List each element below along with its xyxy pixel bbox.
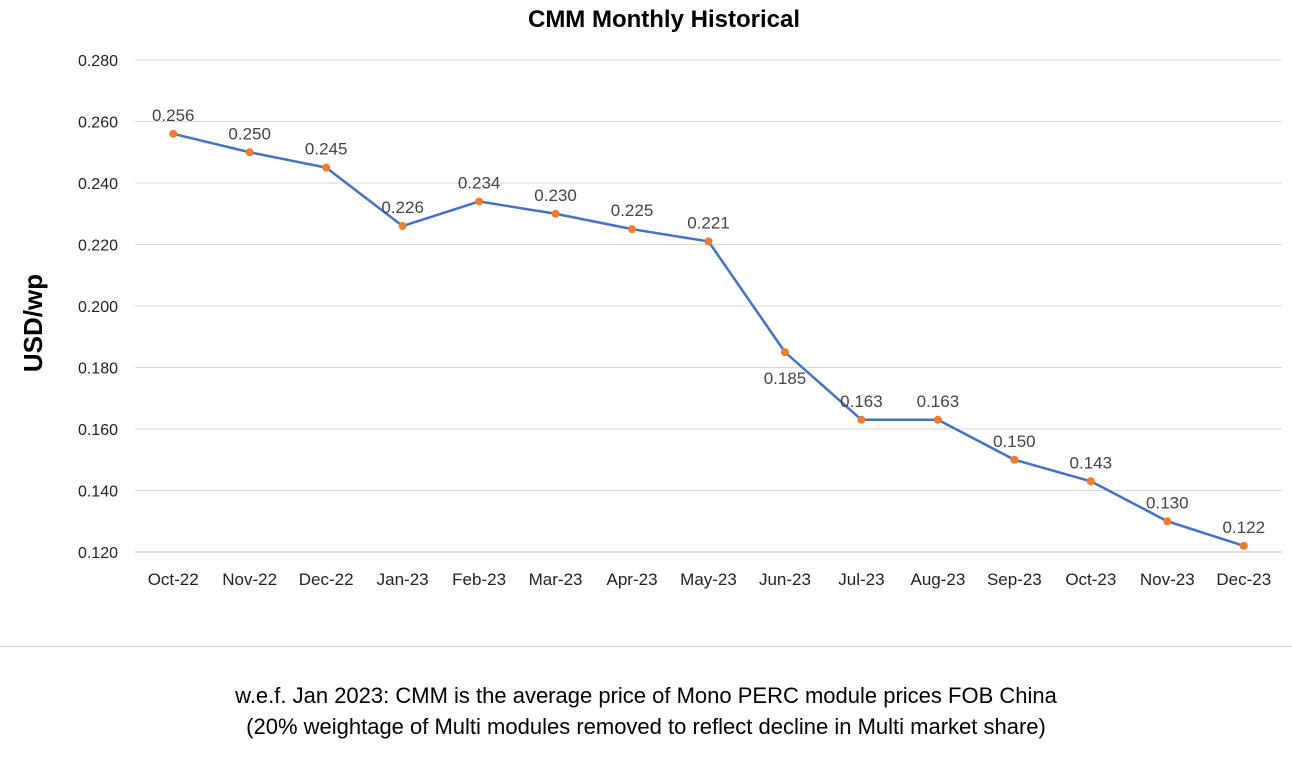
data-point [1086,477,1095,486]
y-tick-label: 0.240 [78,176,118,193]
chart-title: CMM Monthly Historical [528,6,800,33]
y-tick-label: 0.280 [78,53,118,70]
y-axis-ticks: 0.120 0.140 0.160 0.180 0.200 0.220 0.240 0.260… [78,53,118,562]
y-tick-label: 0.160 [78,422,118,439]
footnote-line-1: w.e.f. Jan 2023: CMM is the average pric… [235,683,1057,708]
data-label: 0.245 [305,140,348,159]
x-tick-label: Dec-23 [1216,570,1271,589]
data-label: 0.150 [993,432,1036,451]
data-point [475,197,484,206]
data-point [857,415,866,424]
data-point [780,348,789,357]
data-labels: 0.256 0.250 0.245 0.226 0.234 0.230 0.225 0.221… [152,106,1265,537]
footnote: w.e.f. Jan 2023: CMM is the average pric… [0,680,1292,742]
x-tick-label: Jan-23 [377,570,429,589]
data-point [1163,517,1172,526]
y-tick-label: 0.180 [78,361,118,378]
x-tick-label: Oct-22 [148,570,199,589]
data-label: 0.163 [917,392,960,411]
x-tick-label: Mar-23 [529,570,583,589]
y-tick-label: 0.260 [78,115,118,132]
data-label: 0.256 [152,106,195,125]
x-tick-label: Nov-23 [1140,570,1195,589]
gridlines [135,59,1282,553]
series-line [172,132,1245,548]
data-label: 0.221 [687,213,730,232]
y-tick-label: 0.140 [78,484,118,501]
data-point [628,225,637,234]
data-point [933,415,942,424]
x-tick-label: Oct-23 [1065,570,1116,589]
x-tick-label: Dec-22 [299,570,354,589]
x-tick-label: Jun-23 [759,570,811,589]
data-point [704,237,713,246]
data-label: 0.185 [764,369,807,388]
x-tick-label: Sep-23 [987,570,1042,589]
y-tick-label: 0.220 [78,238,118,255]
y-axis-label: USD/wp [18,274,48,372]
y-tick-label: 0.200 [78,299,118,316]
x-tick-label: May-23 [680,570,737,589]
data-label: 0.225 [611,201,654,220]
data-label: 0.143 [1070,453,1113,472]
data-label: 0.250 [228,124,271,143]
y-tick-label: 0.120 [78,545,118,562]
line-chart: CMM Monthly Historical USD/wp 0.120 0.140… [18,6,1282,589]
x-tick-label: Apr-23 [607,570,658,589]
data-point [1010,455,1019,464]
data-point [245,148,254,157]
data-point [169,129,178,138]
data-label: 0.122 [1222,518,1265,537]
data-point [1239,541,1248,550]
divider [0,646,1292,647]
data-label: 0.130 [1146,493,1189,512]
data-label: 0.230 [534,186,577,205]
x-tick-label: Aug-23 [910,570,965,589]
x-tick-label: Nov-22 [222,570,277,589]
x-tick-label: Jul-23 [838,570,884,589]
x-tick-label: Feb-23 [452,570,506,589]
data-label: 0.234 [458,173,501,192]
data-point [398,222,407,231]
data-label: 0.163 [840,392,883,411]
data-label: 0.226 [381,198,424,217]
footnote-line-2: (20% weightage of Multi modules removed … [246,714,1046,739]
x-axis-ticks: Oct-22 Nov-22 Dec-22 Jan-23 Feb-23 Mar-23 Apr-… [148,570,1271,589]
data-point [551,209,560,218]
data-point [322,163,331,172]
series-cmm [169,129,1248,550]
